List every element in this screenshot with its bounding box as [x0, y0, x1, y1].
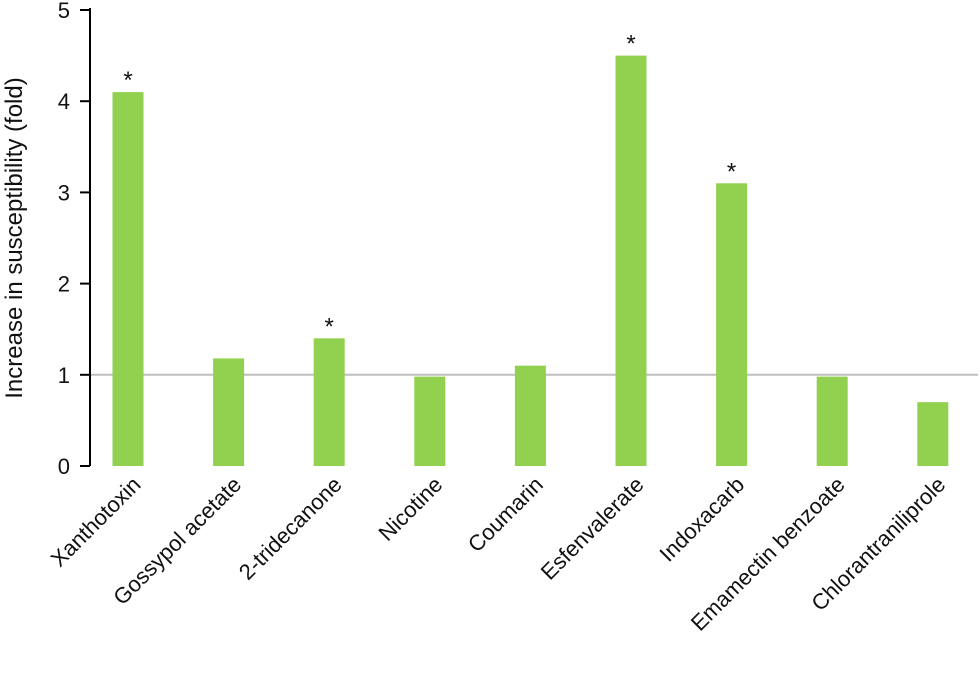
y-tick-label: 5 [58, 0, 70, 23]
bar-chlorantraniliprole [917, 402, 949, 466]
x-tick-label: Coumarin [463, 472, 548, 557]
x-tick-label: 2-tridecanone [234, 472, 347, 585]
y-tick-label: 4 [58, 89, 70, 114]
bar-nicotine [414, 376, 446, 466]
y-tick-label: 2 [58, 272, 70, 297]
y-axis-label: Increase in susceptibility (fold) [1, 77, 28, 398]
x-tick-label: Indoxacarb [654, 472, 749, 567]
bar-xanthotoxin [112, 92, 144, 466]
x-tick-label: Xanthotoxin [46, 472, 146, 572]
bar-gossypol-acetate [213, 358, 245, 466]
bar-2-tridecanone [313, 338, 345, 466]
y-tick-label: 3 [58, 180, 70, 205]
significance-marker: * [123, 67, 132, 94]
significance-marker: * [325, 313, 334, 340]
bars-layer [112, 55, 949, 466]
y-tick-label: 0 [58, 454, 70, 479]
x-tick-label: Esfenvalerate [536, 472, 649, 585]
significance-marker: * [727, 158, 736, 185]
x-tick-label: Nicotine [373, 472, 447, 546]
bar-indoxacarb [716, 183, 748, 466]
axis-layer: 0 1 2 3 4 5 [58, 0, 91, 479]
bar-coumarin [514, 365, 546, 466]
y-tick-label: 1 [58, 363, 70, 388]
bar-esfenvalerate [615, 55, 647, 466]
significance-marker: * [626, 31, 635, 58]
bar-emamectin-benzoate [816, 376, 848, 466]
